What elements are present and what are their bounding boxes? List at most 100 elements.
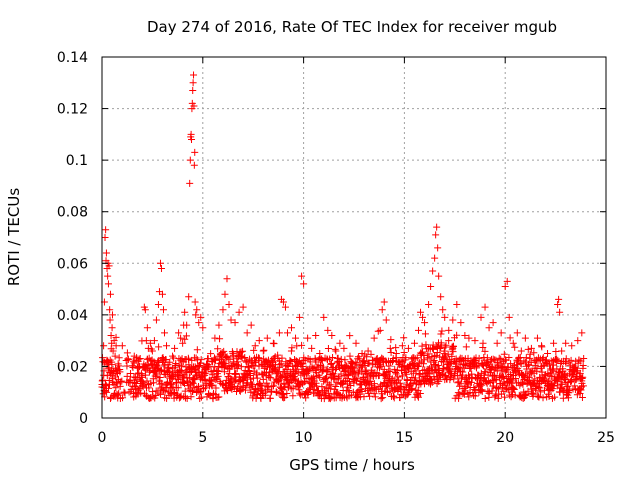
y-tick-label: 0.1 bbox=[66, 153, 88, 169]
data-point bbox=[462, 343, 470, 351]
data-point bbox=[367, 350, 375, 358]
data-point bbox=[568, 377, 576, 385]
data-point bbox=[497, 329, 505, 337]
data-point bbox=[554, 301, 562, 309]
data-point bbox=[254, 391, 262, 399]
x-tick-label: 25 bbox=[597, 430, 615, 446]
data-point bbox=[106, 316, 114, 324]
data-point bbox=[511, 343, 519, 351]
data-point bbox=[412, 374, 420, 382]
data-point bbox=[173, 390, 181, 398]
data-point bbox=[191, 298, 199, 306]
data-point bbox=[377, 381, 385, 389]
data-point bbox=[417, 308, 425, 316]
data-point bbox=[204, 364, 212, 372]
data-point bbox=[408, 384, 416, 392]
data-point bbox=[433, 223, 441, 231]
data-point bbox=[374, 327, 382, 335]
data-point bbox=[448, 352, 456, 360]
data-point bbox=[135, 355, 143, 363]
plot-frame bbox=[101, 56, 607, 419]
data-point bbox=[442, 372, 450, 380]
data-point bbox=[157, 264, 165, 272]
data-point bbox=[439, 306, 447, 314]
data-point bbox=[305, 388, 313, 396]
data-point bbox=[345, 377, 353, 385]
data-point bbox=[232, 376, 240, 384]
data-point bbox=[156, 259, 164, 267]
data-point bbox=[541, 371, 549, 379]
data-point bbox=[214, 345, 222, 353]
data-point bbox=[293, 342, 301, 350]
data-point bbox=[127, 370, 135, 378]
data-point bbox=[175, 329, 183, 337]
data-point bbox=[243, 329, 251, 337]
y-tick-label: 0.12 bbox=[57, 102, 88, 118]
data-point bbox=[127, 386, 135, 394]
data-point bbox=[212, 384, 220, 392]
data-point bbox=[155, 359, 163, 367]
data-point bbox=[445, 337, 453, 345]
data-point bbox=[159, 306, 167, 314]
data-point bbox=[429, 345, 437, 353]
data-point bbox=[239, 303, 247, 311]
data-point bbox=[540, 386, 548, 394]
data-point bbox=[410, 339, 418, 347]
data-point bbox=[316, 373, 324, 381]
data-point bbox=[251, 342, 259, 350]
data-point bbox=[477, 313, 485, 321]
data-point bbox=[116, 368, 124, 376]
data-point bbox=[176, 393, 184, 401]
data-point bbox=[335, 390, 343, 398]
data-point bbox=[180, 393, 188, 401]
data-point bbox=[331, 366, 339, 374]
data-point bbox=[279, 298, 287, 306]
data-point bbox=[292, 334, 300, 342]
data-point bbox=[418, 342, 426, 350]
data-point bbox=[318, 383, 326, 391]
y-tick-label: 0.14 bbox=[57, 50, 88, 66]
data-point bbox=[211, 356, 219, 364]
data-point bbox=[146, 339, 154, 347]
y-tick-label: 0 bbox=[79, 411, 88, 427]
data-point bbox=[501, 282, 509, 290]
data-point bbox=[414, 363, 422, 371]
data-point bbox=[268, 382, 276, 390]
data-point bbox=[378, 306, 386, 314]
data-point bbox=[480, 374, 488, 382]
data-point bbox=[189, 87, 197, 95]
data-point bbox=[400, 334, 408, 342]
data-point bbox=[233, 365, 241, 373]
data-point bbox=[255, 337, 263, 345]
chart-title: Day 274 of 2016, Rate Of TEC Index for r… bbox=[147, 18, 557, 36]
data-point bbox=[392, 354, 400, 362]
data-point bbox=[119, 394, 127, 402]
data-point bbox=[556, 308, 564, 316]
data-point bbox=[395, 376, 403, 384]
data-point bbox=[202, 384, 210, 392]
x-tick-label: 10 bbox=[295, 430, 313, 446]
data-point bbox=[558, 347, 566, 355]
data-point bbox=[319, 363, 327, 371]
data-point bbox=[287, 358, 295, 366]
data-point bbox=[320, 313, 328, 321]
data-point bbox=[283, 329, 291, 337]
data-point bbox=[190, 71, 198, 79]
data-point bbox=[177, 334, 185, 342]
data-point bbox=[419, 313, 427, 321]
data-point bbox=[207, 350, 215, 358]
data-point bbox=[398, 372, 406, 380]
data-point bbox=[234, 361, 242, 369]
data-point bbox=[136, 354, 144, 362]
data-point bbox=[344, 383, 352, 391]
data-point bbox=[554, 356, 562, 364]
data-point bbox=[522, 354, 530, 362]
data-point bbox=[416, 390, 424, 398]
data-point bbox=[436, 345, 444, 353]
data-point bbox=[288, 324, 296, 332]
data-point bbox=[328, 331, 336, 339]
data-point bbox=[457, 319, 465, 327]
data-point bbox=[189, 79, 197, 87]
data-point bbox=[402, 354, 410, 362]
data-point bbox=[562, 339, 570, 347]
